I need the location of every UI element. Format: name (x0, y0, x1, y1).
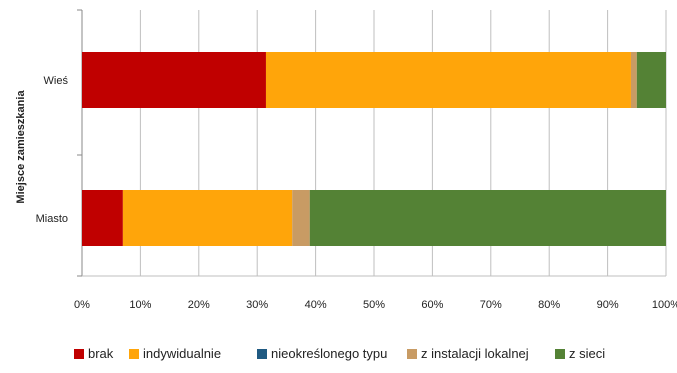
category-label: Wieś (44, 75, 69, 87)
bar-segment (122, 190, 293, 246)
bar-segment (636, 52, 666, 108)
bar-segment (82, 190, 123, 246)
x-tick-label: 80% (538, 299, 560, 311)
labels: 0% 10% 20% 30% 40% 50% 60% 70% 80% 90% 100% Wieś Mia… (15, 75, 677, 311)
bars (82, 52, 666, 246)
x-tick-label: 40% (305, 299, 327, 311)
legend-label: z sieci (569, 346, 605, 361)
category-label: Miasto (36, 213, 68, 225)
legend-swatch (129, 349, 139, 359)
legend-swatch (74, 349, 84, 359)
x-tick-label: 50% (363, 299, 385, 311)
x-tick-label: 20% (188, 299, 210, 311)
legend-label: z instalacji lokalnej (421, 346, 529, 361)
legend-label: nieokreślonego typu (271, 346, 387, 361)
legend-label: brak (88, 346, 114, 361)
legend-label: indywidualnie (143, 346, 221, 361)
legend-swatch (257, 349, 267, 359)
x-tick-label: 90% (597, 299, 619, 311)
bar-segment (309, 190, 666, 246)
x-tick-label: 0% (74, 299, 90, 311)
x-tick-label: 100% (652, 299, 677, 311)
bar-segment (292, 190, 310, 246)
x-tick-label: 60% (421, 299, 443, 311)
legend-swatch (407, 349, 417, 359)
x-tick-label: 70% (480, 299, 502, 311)
y-axis-title: Miejsce zamieszkania (15, 90, 27, 204)
bar-segment (265, 52, 631, 108)
bar-segment (630, 52, 637, 108)
legend: brak indywidualnie nieokreślonego typu z in… (74, 346, 605, 361)
bar-segment (82, 52, 266, 108)
x-tick-label: 10% (129, 299, 151, 311)
legend-swatch (555, 349, 565, 359)
x-tick-label: 30% (246, 299, 268, 311)
